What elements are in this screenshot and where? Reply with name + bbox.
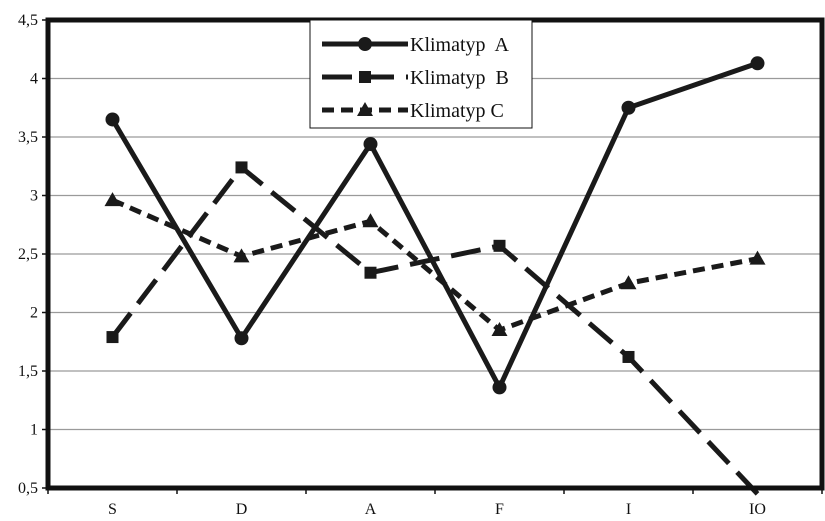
series-3 xyxy=(104,192,766,337)
legend-label-c: Klimatyp C xyxy=(410,100,504,122)
y-tick-label: 1,5 xyxy=(18,363,38,380)
x-tick-label: F xyxy=(495,501,504,518)
data-point xyxy=(493,239,506,252)
data-point xyxy=(621,100,636,115)
data-point xyxy=(105,112,120,127)
x-tick-label: D xyxy=(236,501,248,518)
x-tick-label: IO xyxy=(749,501,766,518)
data-point xyxy=(235,161,248,174)
x-tick-label: A xyxy=(365,501,377,518)
legend: Klimatyp A Klimatyp B Klimatyp C xyxy=(309,19,533,129)
data-point xyxy=(106,331,119,344)
series-line xyxy=(111,197,758,333)
legend-label-a: Klimatyp A xyxy=(410,34,509,56)
y-tick-label: 1 xyxy=(30,422,38,439)
data-point xyxy=(234,331,249,346)
legend-item-b: Klimatyp B xyxy=(322,67,509,89)
data-point xyxy=(620,275,637,290)
data-point xyxy=(104,192,121,207)
data-point xyxy=(364,266,377,279)
x-tick-label: I xyxy=(626,501,631,518)
x-axis-ticks: S D A F I IO xyxy=(47,488,823,518)
y-axis-ticks: 0,5 1 1,5 2 2,5 3 3,5 4 4,5 xyxy=(18,12,48,497)
x-tick-label: S xyxy=(108,501,117,518)
legend-label-b: Klimatyp B xyxy=(410,67,509,89)
legend-marker-a xyxy=(358,37,372,51)
data-point xyxy=(362,213,379,228)
y-tick-label: 4,5 xyxy=(18,12,38,29)
legend-item-a: Klimatyp A xyxy=(322,34,509,56)
data-point xyxy=(491,322,508,337)
y-tick-label: 2 xyxy=(30,305,38,322)
legend-marker-c xyxy=(357,102,373,116)
series-2 xyxy=(106,161,760,496)
y-tick-label: 4 xyxy=(30,71,38,88)
legend-item-c: Klimatyp C xyxy=(322,100,504,122)
data-point xyxy=(363,137,378,152)
data-point xyxy=(233,248,250,263)
grid-lines xyxy=(48,77,822,431)
series-layer xyxy=(104,56,766,496)
series-1 xyxy=(105,56,765,395)
series-line xyxy=(110,164,760,496)
data-point xyxy=(749,250,766,265)
data-point xyxy=(750,56,765,71)
data-point xyxy=(622,350,635,363)
y-tick-label: 3 xyxy=(30,188,38,205)
y-tick-label: 3,5 xyxy=(18,129,38,146)
series-line xyxy=(110,60,759,390)
y-tick-label: 2,5 xyxy=(18,246,38,263)
y-tick-label: 0,5 xyxy=(18,480,38,497)
legend-marker-b xyxy=(359,71,371,83)
data-point xyxy=(492,380,507,395)
